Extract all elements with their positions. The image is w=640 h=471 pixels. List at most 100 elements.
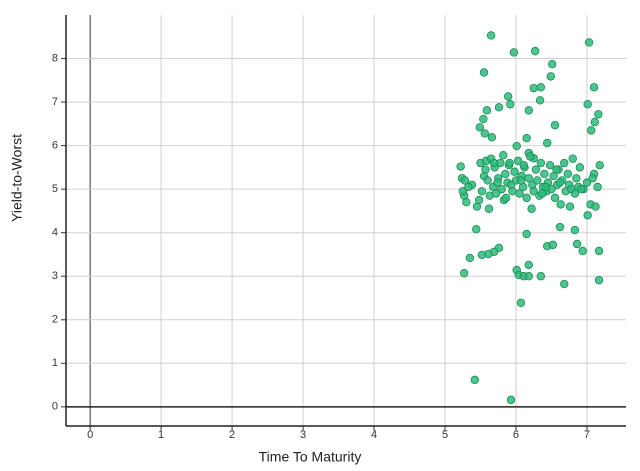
y-tick-label: 5 (52, 183, 58, 195)
point (572, 239, 582, 249)
point (546, 72, 555, 81)
x-tick-label: 5 (442, 429, 448, 441)
point (563, 169, 572, 179)
point (522, 134, 531, 143)
point (509, 48, 519, 57)
point (583, 211, 592, 220)
point (460, 176, 470, 185)
point (484, 204, 494, 213)
point (594, 275, 604, 285)
point (524, 260, 533, 270)
point (477, 187, 487, 196)
point (560, 158, 569, 168)
point (570, 225, 580, 235)
point (547, 59, 557, 69)
point (531, 165, 541, 174)
point (529, 187, 538, 196)
point (583, 100, 592, 109)
x-tick-label: 2 (229, 429, 235, 441)
point (587, 126, 596, 135)
y-tick-label: 2 (52, 314, 58, 326)
point (593, 182, 602, 192)
point (472, 225, 481, 234)
y-tick-label: 8 (52, 52, 58, 64)
point (508, 187, 517, 196)
point (545, 161, 555, 170)
point (474, 195, 484, 205)
point (459, 268, 469, 278)
point (556, 200, 565, 209)
point (588, 174, 597, 183)
point (541, 182, 550, 192)
point (491, 189, 501, 198)
point (479, 114, 488, 124)
y-tick-label: 7 (52, 96, 58, 108)
point (582, 178, 592, 187)
x-tick-label: 3 (300, 429, 306, 441)
point (515, 189, 524, 198)
point (513, 156, 523, 166)
point (577, 184, 586, 194)
point (477, 250, 487, 260)
point (482, 106, 492, 115)
point (555, 178, 565, 187)
point (568, 154, 577, 163)
point (475, 123, 484, 132)
point (529, 83, 538, 93)
point (456, 162, 465, 171)
x-tick-label: 7 (584, 429, 590, 441)
point (512, 141, 521, 151)
point (595, 161, 604, 170)
point (560, 279, 569, 289)
y-tick-label: 1 (52, 357, 58, 369)
point (487, 133, 497, 142)
point (565, 202, 575, 211)
point (519, 161, 528, 170)
point (501, 169, 510, 179)
point (486, 31, 496, 40)
point (530, 46, 540, 56)
y-tick-label: 4 (52, 227, 58, 239)
point (536, 158, 546, 168)
x-tick-label: 4 (371, 429, 377, 441)
point (570, 189, 580, 198)
point (516, 298, 526, 307)
point (555, 222, 565, 232)
point (548, 240, 558, 250)
point (589, 83, 599, 92)
point (591, 202, 600, 211)
point (479, 68, 489, 77)
point (527, 204, 536, 213)
point (550, 193, 560, 203)
point (499, 150, 508, 160)
point (552, 165, 561, 174)
point (493, 178, 502, 187)
point (462, 198, 471, 207)
point (494, 103, 504, 112)
y-tick-label: 0 (52, 401, 58, 413)
y-axis-title: Yield-to-Worst (9, 134, 25, 222)
point (536, 83, 546, 92)
point (470, 375, 480, 385)
point (458, 187, 467, 196)
y-tick-label: 3 (52, 270, 58, 282)
x-tick-label: 1 (158, 429, 164, 441)
point (516, 176, 526, 185)
point (489, 158, 499, 168)
x-tick-label: 6 (513, 429, 519, 441)
point (550, 120, 560, 130)
point (481, 165, 490, 174)
point (540, 169, 549, 179)
point (594, 246, 604, 256)
point (522, 193, 531, 203)
x-axis-title: Time To Maturity (259, 449, 362, 465)
point (464, 182, 473, 192)
point (575, 163, 585, 172)
point (584, 38, 594, 47)
point (505, 158, 514, 168)
point (503, 92, 513, 101)
point (506, 100, 515, 109)
point (483, 176, 492, 185)
point (543, 138, 552, 148)
